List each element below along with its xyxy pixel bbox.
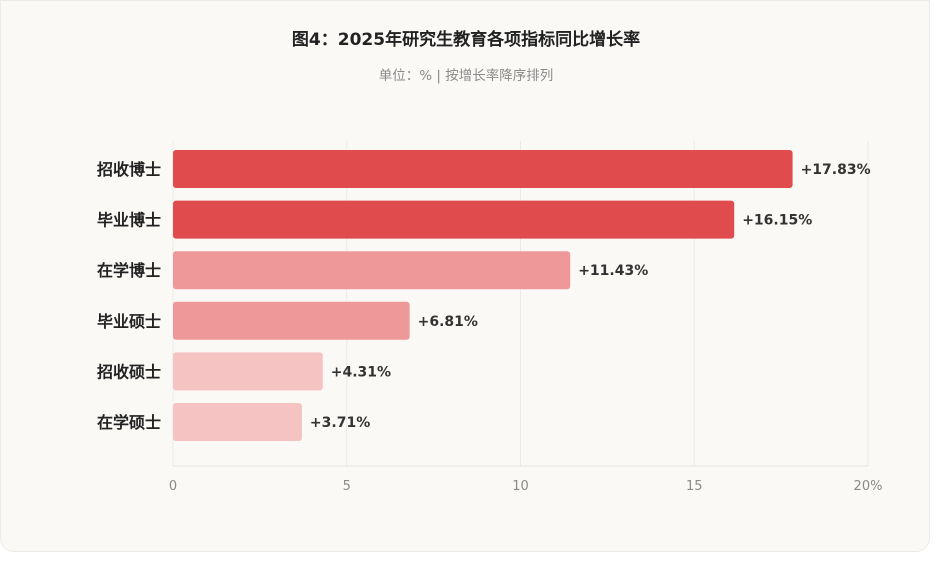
category-label: 在学硕士 <box>97 413 161 432</box>
category-label: 在学博士 <box>97 261 161 280</box>
chart-subtitle: 单位：% | 按增长率降序排列 <box>378 68 554 84</box>
value-label: +11.43% <box>578 263 648 279</box>
x-tick-label: 10 <box>512 479 529 494</box>
value-label: +6.81% <box>418 314 478 330</box>
value-label: +3.71% <box>310 415 370 431</box>
bar <box>173 352 323 391</box>
x-tick-label: 5 <box>343 479 351 494</box>
x-tick-label: 20% <box>854 479 883 494</box>
x-tick-label: 0 <box>169 479 177 494</box>
bar <box>173 251 571 290</box>
bar <box>173 301 410 340</box>
bar <box>173 403 302 441</box>
chart-card: 图4：2025年研究生教育各项指标同比增长率 单位：% | 按增长率降序排列 0… <box>0 0 930 552</box>
category-label: 毕业博士 <box>97 211 161 230</box>
x-tick-label: 15 <box>686 479 703 494</box>
category-label: 招收博士 <box>97 160 161 179</box>
chart-title: 图4：2025年研究生教育各项指标同比增长率 <box>291 30 641 50</box>
value-label: +4.31% <box>331 364 391 380</box>
value-label: +17.83% <box>801 162 871 178</box>
bar-chart: 0 5 10 15 20% 招收博士 +17.83% 毕业博士 +16.15% 在学博士 +11.4… <box>97 141 883 494</box>
category-label: 毕业硕士 <box>97 312 161 331</box>
bar <box>173 200 735 239</box>
value-label: +16.15% <box>742 213 812 229</box>
category-label: 招收硕士 <box>97 362 161 381</box>
bar <box>173 150 793 188</box>
